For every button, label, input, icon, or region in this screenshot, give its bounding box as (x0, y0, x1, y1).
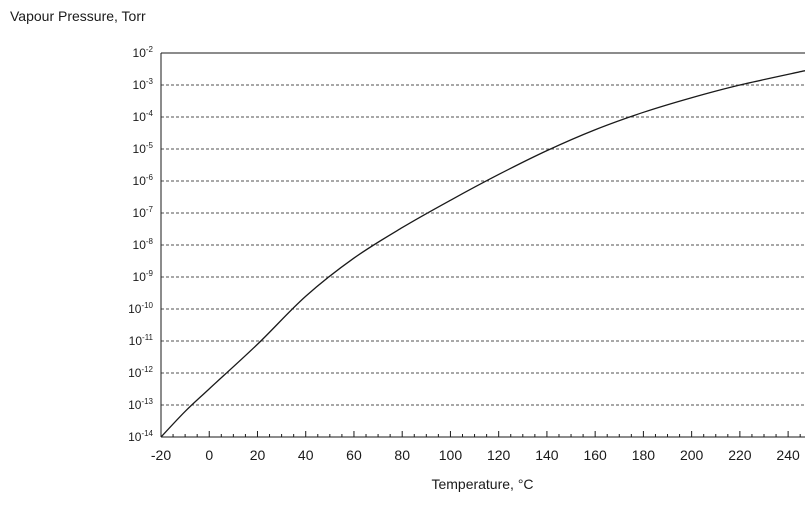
x-tick-label: 100 (439, 447, 463, 463)
y-tick-base: 10 (133, 142, 147, 156)
y-tick-base: 10 (128, 398, 142, 412)
x-tick-label: 180 (632, 447, 656, 463)
vapour-pressure-curve (160, 70, 805, 438)
y-tick-label: 10-5 (133, 141, 154, 156)
y-tick-base: 10 (133, 238, 147, 252)
y-tick-label: 10-8 (133, 237, 154, 252)
y-tick-label: 10-6 (133, 173, 154, 188)
y-tick-base: 10 (128, 430, 142, 444)
x-axis-title: Temperature, °C (431, 476, 534, 492)
y-tick-label: 10-11 (129, 333, 154, 348)
y-tick-label: 10-9 (133, 269, 154, 284)
y-tick-exponent: -9 (146, 269, 154, 278)
y-tick-exponent: -5 (146, 141, 154, 150)
y-tick-exponent: -2 (146, 45, 154, 54)
y-tick-label: 10-3 (133, 77, 154, 92)
grid-lines (161, 84, 805, 406)
y-tick-label: 10-4 (133, 109, 154, 124)
x-axis-ticks: -20 0 20 40 60 80 100 120 140 160 180 200 220 240 (151, 431, 801, 463)
y-tick-base: 10 (133, 174, 147, 188)
x-tick-label: 80 (394, 447, 410, 463)
y-tick-label: 10-2 (133, 45, 154, 60)
series-layer (160, 70, 805, 438)
y-tick-base: 10 (133, 270, 147, 284)
x-tick-label: -20 (151, 447, 171, 463)
x-tick-label: 220 (728, 447, 752, 463)
y-tick-labels: 10-210-310-410-510-610-710-810-910-1010-… (128, 45, 153, 444)
y-tick-label: 10-14 (128, 429, 153, 444)
y-tick-exponent: -12 (141, 365, 153, 374)
x-tick-label: 20 (250, 447, 266, 463)
x-tick-label: 120 (487, 447, 511, 463)
y-tick-exponent: -14 (141, 429, 153, 438)
y-tick-base: 10 (133, 78, 147, 92)
x-tick-label: 240 (776, 447, 800, 463)
y-tick-exponent: -3 (146, 77, 154, 86)
y-tick-label: 10-10 (128, 301, 153, 316)
y-tick-base: 10 (133, 206, 147, 220)
x-tick-label: 60 (346, 447, 362, 463)
y-tick-base: 10 (133, 110, 147, 124)
y-axis-title: Vapour Pressure, Torr (10, 8, 146, 24)
y-tick-label: 10-7 (133, 205, 154, 220)
plot-frame (160, 52, 805, 438)
y-tick-exponent: -6 (146, 173, 154, 182)
x-tick-label: 140 (535, 447, 559, 463)
y-tick-label: 10-13 (128, 397, 153, 412)
y-tick-exponent: -10 (141, 301, 153, 310)
y-tick-exponent: -11 (142, 333, 154, 342)
x-tick-label: 0 (205, 447, 213, 463)
y-tick-exponent: -7 (146, 205, 154, 214)
y-tick-base: 10 (129, 334, 143, 348)
x-tick-label: 200 (680, 447, 704, 463)
y-tick-exponent: -4 (146, 109, 154, 118)
x-tick-label: 160 (583, 447, 607, 463)
y-tick-label: 10-12 (128, 365, 153, 380)
y-tick-base: 10 (133, 46, 147, 60)
x-tick-label: 40 (298, 447, 314, 463)
y-tick-base: 10 (128, 302, 142, 316)
y-tick-exponent: -13 (141, 397, 153, 406)
y-tick-base: 10 (128, 366, 142, 380)
y-tick-exponent: -8 (146, 237, 154, 246)
